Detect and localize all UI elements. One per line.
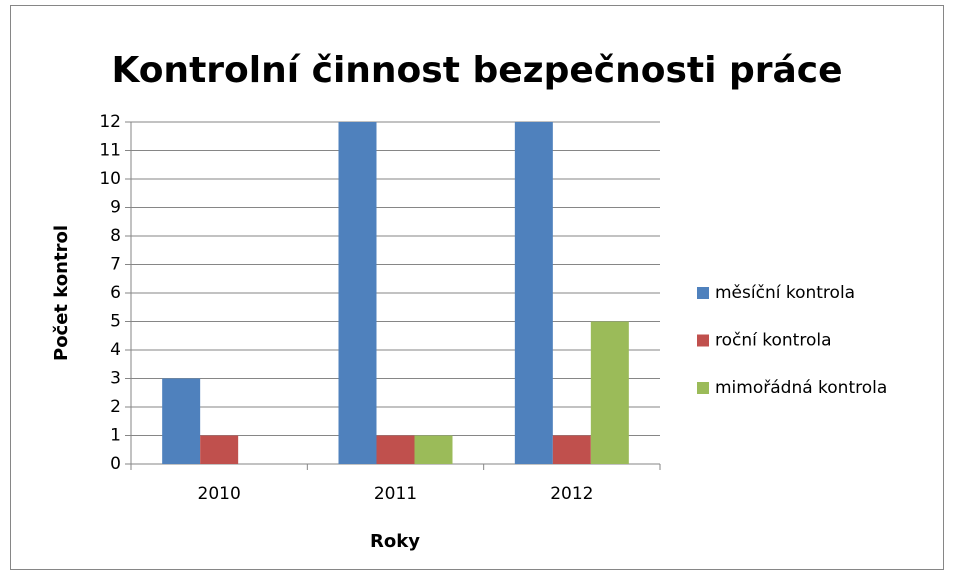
bar xyxy=(552,435,591,464)
bar xyxy=(162,378,201,464)
y-tick-label: 7 xyxy=(110,255,121,275)
y-tick-label: 5 xyxy=(110,312,121,332)
bar xyxy=(590,321,629,464)
y-tick-label: 3 xyxy=(110,369,121,389)
x-tick-label: 2011 xyxy=(374,484,417,504)
legend-swatch xyxy=(697,334,709,347)
y-tick-label: 12 xyxy=(99,112,121,132)
legend-swatch xyxy=(697,287,709,299)
x-tick-label: 2010 xyxy=(198,484,241,504)
x-axis-title: Roky xyxy=(370,531,420,552)
legend-swatch xyxy=(697,382,709,394)
y-tick-label: 11 xyxy=(99,141,121,161)
chart-title: Kontrolní činnost bezpečnosti práce xyxy=(111,50,842,91)
y-tick-label: 4 xyxy=(110,340,121,360)
bar xyxy=(376,435,415,464)
y-tick-label: 6 xyxy=(110,283,121,303)
y-axis-title: Počet kontrol xyxy=(51,225,72,361)
legend-label: roční kontrola xyxy=(715,331,832,351)
bar xyxy=(514,122,553,464)
bar xyxy=(414,435,453,464)
legend-label: měsíční kontrola xyxy=(715,283,855,303)
legend-label: mimořádná kontrola xyxy=(715,378,887,398)
bar xyxy=(338,122,377,464)
y-tick-label: 2 xyxy=(110,397,121,417)
x-tick-label: 2012 xyxy=(550,484,593,504)
y-tick-label: 0 xyxy=(110,454,121,474)
y-tick-label: 1 xyxy=(110,426,121,446)
chart-frame xyxy=(10,5,944,570)
bar xyxy=(200,435,239,464)
y-tick-label: 9 xyxy=(110,198,121,218)
y-tick-label: 10 xyxy=(99,169,121,189)
y-tick-label: 8 xyxy=(110,226,121,246)
